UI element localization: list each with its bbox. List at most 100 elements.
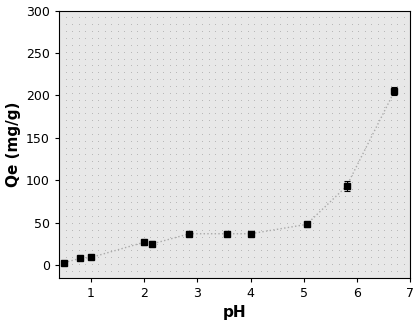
Point <box>310 131 316 137</box>
Point <box>134 145 140 150</box>
Point <box>179 234 186 239</box>
Point <box>297 261 303 267</box>
Point <box>381 172 388 178</box>
Point <box>225 131 231 137</box>
Point <box>225 220 231 226</box>
Point <box>264 220 270 226</box>
Point <box>355 166 362 171</box>
Point <box>251 220 257 226</box>
Point <box>179 35 186 40</box>
Point <box>316 261 323 267</box>
Point <box>101 261 108 267</box>
Point <box>238 152 244 157</box>
Point <box>362 261 368 267</box>
Point <box>257 220 264 226</box>
Point <box>127 241 134 246</box>
Point <box>173 111 179 116</box>
Point <box>388 8 394 13</box>
Point <box>147 97 153 102</box>
Point <box>81 8 88 13</box>
Point <box>368 22 375 27</box>
Point <box>238 193 244 198</box>
Point <box>349 125 355 130</box>
Point <box>342 172 349 178</box>
Point <box>388 207 394 212</box>
Point <box>186 97 192 102</box>
Point <box>199 97 205 102</box>
Point <box>153 138 160 143</box>
Point <box>121 111 127 116</box>
Point <box>94 70 101 75</box>
Point <box>173 166 179 171</box>
Point <box>290 111 297 116</box>
Point <box>316 152 323 157</box>
Point <box>186 83 192 89</box>
Point <box>244 275 251 280</box>
Point <box>368 35 375 40</box>
Point <box>94 56 101 61</box>
Point <box>192 56 199 61</box>
Point <box>192 255 199 260</box>
Point <box>336 241 342 246</box>
Point <box>290 49 297 54</box>
Point <box>225 152 231 157</box>
Point <box>127 35 134 40</box>
Point <box>290 275 297 280</box>
Point <box>192 111 199 116</box>
Point <box>134 22 140 27</box>
Point <box>394 15 401 20</box>
Point <box>401 214 407 219</box>
Point <box>68 97 75 102</box>
Point <box>238 166 244 171</box>
Point <box>108 152 114 157</box>
Point <box>140 70 147 75</box>
Point <box>381 214 388 219</box>
Point <box>375 104 381 109</box>
Point <box>303 111 310 116</box>
Point <box>75 179 82 185</box>
Point <box>114 248 121 253</box>
Point <box>75 207 82 212</box>
Point <box>323 268 329 274</box>
Point <box>244 15 251 20</box>
Point <box>277 172 284 178</box>
Point <box>257 207 264 212</box>
Point <box>388 220 394 226</box>
Point <box>225 63 231 68</box>
Point <box>231 145 238 150</box>
Point <box>355 63 362 68</box>
Point <box>160 220 166 226</box>
Point <box>231 49 238 54</box>
Point <box>401 261 407 267</box>
Point <box>127 97 134 102</box>
Point <box>355 193 362 198</box>
Point <box>316 248 323 253</box>
Point <box>316 138 323 143</box>
Point <box>368 234 375 239</box>
Point <box>303 207 310 212</box>
Point <box>290 118 297 123</box>
Point <box>81 28 88 34</box>
Point <box>290 214 297 219</box>
Point <box>257 131 264 137</box>
Point <box>88 22 95 27</box>
Point <box>336 22 342 27</box>
Point <box>381 125 388 130</box>
Point <box>212 159 218 164</box>
Point <box>199 220 205 226</box>
Point <box>147 193 153 198</box>
Point <box>303 35 310 40</box>
Point <box>166 28 173 34</box>
Point <box>134 275 140 280</box>
Point <box>270 15 277 20</box>
Point <box>394 90 401 96</box>
Point <box>101 159 108 164</box>
Point <box>284 83 290 89</box>
Point <box>381 63 388 68</box>
Point <box>81 118 88 123</box>
Point <box>316 63 323 68</box>
Point <box>147 179 153 185</box>
Point <box>251 268 257 274</box>
Point <box>368 179 375 185</box>
Point <box>355 77 362 82</box>
